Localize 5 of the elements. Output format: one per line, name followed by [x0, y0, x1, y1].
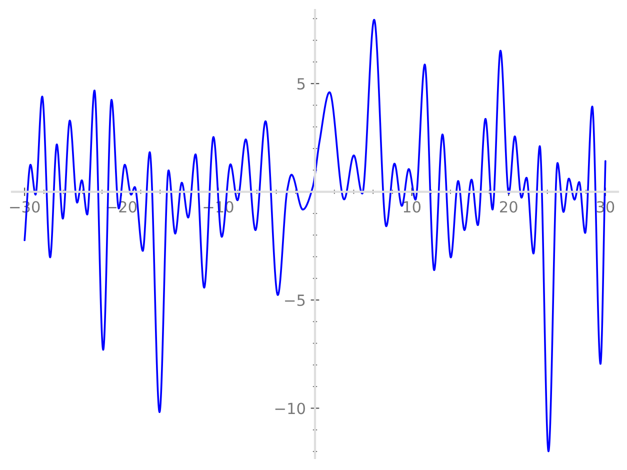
x-tick-label: 20: [500, 201, 518, 213]
y-tick-label: −5: [285, 294, 305, 306]
y-tick-label: 5: [297, 78, 305, 90]
x-tick-label: 10: [404, 201, 421, 213]
y-tick-label: −10: [275, 402, 305, 414]
